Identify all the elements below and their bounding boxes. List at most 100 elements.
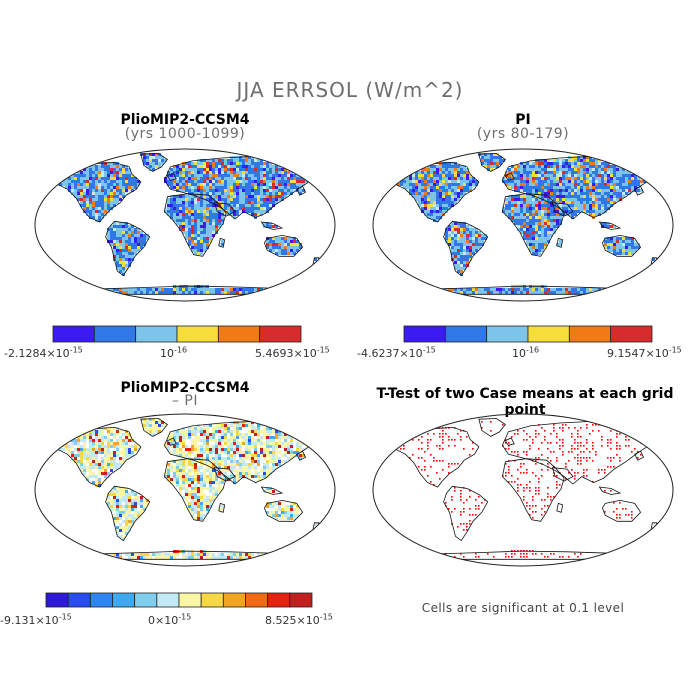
cell-layer <box>65 418 299 559</box>
coastline <box>504 437 515 446</box>
panel-2-colorbar-mid-label: 10-16 <box>512 345 539 360</box>
colorbar-swatch-3 <box>89 592 113 608</box>
panel-3-subtitle: – PI <box>171 393 199 409</box>
colorbar-swatch-9 <box>222 592 246 608</box>
cell-layer <box>403 153 643 294</box>
panel-2-colorbar-max-label: 9.1547×10-15 <box>607 345 682 360</box>
map-land-cells <box>384 153 659 295</box>
panel-3-colorbar-max-label: 8.525×10-15 <box>265 612 333 627</box>
panel-2-cb-mid: 10-16 <box>512 345 540 360</box>
map-border <box>372 413 674 567</box>
colorbar-swatch-2 <box>67 592 91 608</box>
colorbar-swatch-6 <box>156 592 180 608</box>
coastline <box>478 153 506 172</box>
colorbar-swatch-5 <box>568 325 612 343</box>
panel-1-colorbar-mid-label: 10-16 <box>160 345 187 360</box>
panel-2-title: PI <box>515 112 531 128</box>
coastline <box>213 467 236 482</box>
panel-2-map <box>372 148 674 302</box>
coastline <box>46 426 142 488</box>
coastline <box>384 161 480 223</box>
colorbar-swatch-12 <box>289 592 313 608</box>
colorbar-swatch-10 <box>245 592 269 608</box>
colorbar-swatch-7 <box>178 592 202 608</box>
coastline <box>501 421 659 485</box>
cell-layer <box>62 418 308 559</box>
colorbar-swatch-8 <box>200 592 224 608</box>
coastline <box>260 221 284 230</box>
panel-1-cb-mid: 10-16 <box>160 345 188 360</box>
coastline <box>504 172 515 181</box>
colorbar-swatch-1 <box>403 325 446 343</box>
coastline <box>598 221 622 230</box>
coastline <box>140 153 168 172</box>
coastline <box>551 202 574 217</box>
coastline <box>443 485 489 542</box>
cell-layer <box>77 421 305 559</box>
coastline <box>634 450 645 461</box>
coastline <box>384 426 480 488</box>
panel-2-colorbar <box>403 325 653 343</box>
map-border <box>372 148 674 302</box>
coastline <box>296 450 307 461</box>
coastline <box>601 499 642 522</box>
coastline <box>140 418 168 437</box>
coastline <box>163 193 227 257</box>
panel-1-colorbar-max-label: 5.4693×10-15 <box>255 345 330 360</box>
colorbar-swatch-2 <box>444 325 488 343</box>
coastline <box>634 185 645 196</box>
colorbar-swatch-1 <box>52 325 95 343</box>
coastline <box>218 237 226 248</box>
panel-3-cb-min: -9.131×10-15 <box>0 612 72 627</box>
coastline <box>556 237 564 248</box>
cell-layer <box>409 156 637 294</box>
colorbar-swatch-4 <box>112 592 136 608</box>
coastline <box>478 418 506 437</box>
panel-3-cb-mid: 0×10-15 <box>148 612 192 627</box>
coastline <box>296 185 307 196</box>
map-land-cells <box>46 418 321 560</box>
coastline <box>443 220 489 277</box>
map-land-cells <box>384 418 659 560</box>
panel-1-colorbar-min-label: -2.1284×10-15 <box>4 345 83 360</box>
map-land-cells <box>46 153 321 295</box>
panel-2-colorbar-min-label: -4.6237×10-15 <box>357 345 436 360</box>
panel-3-map <box>34 413 336 567</box>
panel-3-colorbar-mid-label: 0×10-15 <box>148 612 191 627</box>
colorbar-swatch-5 <box>217 325 261 343</box>
colorbar-swatch-5 <box>134 592 158 608</box>
colorbar-swatch-3 <box>486 325 529 343</box>
panel-3-colorbar-min-label: -9.131×10-15 <box>0 612 72 627</box>
cell-layer <box>68 153 293 294</box>
panel-1-cb-min: -2.1284×10-15 <box>4 345 83 360</box>
panel-1-subtitle: (yrs 1000-1099) <box>124 126 246 142</box>
panel-1-map <box>34 148 336 302</box>
coastline <box>601 234 642 257</box>
coastline <box>556 502 564 513</box>
coastline <box>166 437 177 446</box>
coastline <box>46 161 142 223</box>
colorbar-swatch-4 <box>176 325 219 343</box>
coastline <box>163 458 227 522</box>
cell-layer <box>400 421 642 558</box>
panel-2-cb-max: 9.1547×10-15 <box>607 345 682 360</box>
coastline <box>105 220 151 277</box>
coastline <box>105 485 151 542</box>
coastline <box>501 458 565 522</box>
coastline <box>598 486 622 495</box>
colorbar-swatch-6 <box>610 325 653 343</box>
colorbar-swatch-11 <box>267 592 291 608</box>
coastline <box>551 467 574 482</box>
cell-layer <box>71 156 296 264</box>
coastline <box>501 193 565 257</box>
panel-1-colorbar <box>52 325 302 343</box>
panel-3-cb-max: 8.525×10-15 <box>265 612 333 627</box>
panel-1-cb-max: 5.4693×10-15 <box>255 345 330 360</box>
figure-title: JJA ERRSOL (W/m^2) <box>236 78 464 102</box>
coastline <box>218 502 226 513</box>
panel-3-title: PlioMIP2-CCSM4 <box>120 380 250 396</box>
panel-3-colorbar <box>45 592 313 608</box>
panel-2-subtitle: (yrs 80-179) <box>476 126 570 142</box>
panel-1-title: PlioMIP2-CCSM4 <box>120 112 250 128</box>
